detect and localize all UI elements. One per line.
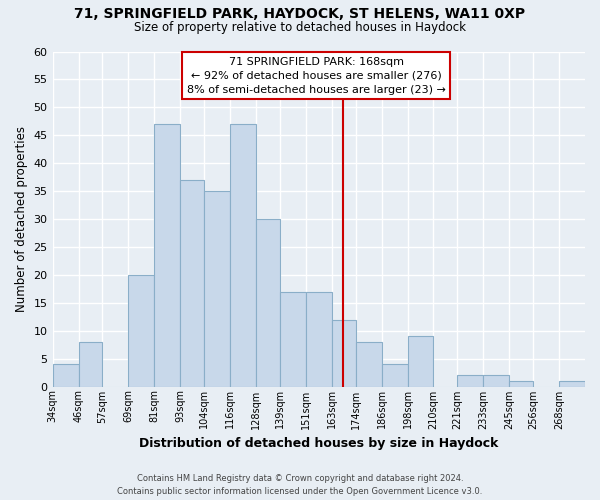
Bar (280, 292, 306, 386)
Bar (306, 292, 332, 386)
Text: Contains HM Land Registry data © Crown copyright and database right 2024.
Contai: Contains HM Land Registry data © Crown c… (118, 474, 482, 496)
Bar (180, 180, 204, 386)
Bar (457, 376, 483, 386)
Bar (332, 320, 356, 386)
Bar (559, 381, 585, 386)
Text: 71 SPRINGFIELD PARK: 168sqm
← 92% of detached houses are smaller (276)
8% of sem: 71 SPRINGFIELD PARK: 168sqm ← 92% of det… (187, 56, 446, 94)
Bar (53, 364, 79, 386)
Bar (256, 219, 280, 386)
Y-axis label: Number of detached properties: Number of detached properties (15, 126, 28, 312)
Text: Size of property relative to detached houses in Haydock: Size of property relative to detached ho… (134, 21, 466, 34)
Bar (128, 275, 154, 386)
Bar (356, 342, 382, 386)
Bar (382, 364, 407, 386)
Bar (483, 376, 509, 386)
Bar (79, 342, 103, 386)
Bar (509, 381, 533, 386)
Bar (230, 124, 256, 386)
Bar (204, 191, 230, 386)
Bar (407, 336, 433, 386)
X-axis label: Distribution of detached houses by size in Haydock: Distribution of detached houses by size … (139, 437, 499, 450)
Bar (154, 124, 180, 386)
Text: 71, SPRINGFIELD PARK, HAYDOCK, ST HELENS, WA11 0XP: 71, SPRINGFIELD PARK, HAYDOCK, ST HELENS… (74, 8, 526, 22)
